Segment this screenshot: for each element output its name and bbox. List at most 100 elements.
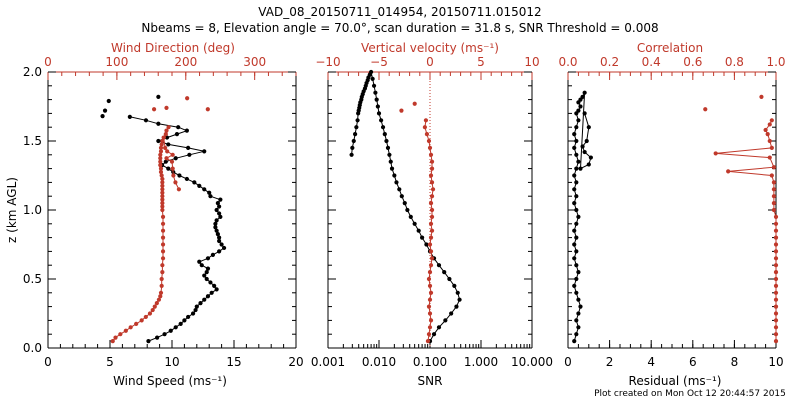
data-point: [198, 301, 203, 306]
data-point: [158, 166, 164, 171]
data-point: [156, 138, 161, 144]
y-tick-label: 1.5: [23, 134, 42, 148]
data-point: [139, 318, 144, 323]
data-point: [773, 249, 779, 254]
data-point: [427, 283, 433, 288]
data-point: [349, 152, 354, 157]
data-point: [767, 138, 772, 144]
data-point: [162, 332, 167, 337]
data-point: [164, 135, 170, 140]
data-point: [160, 190, 165, 195]
data-point: [384, 138, 389, 144]
data-point: [123, 328, 128, 333]
series-line: [129, 116, 225, 342]
data-point: [773, 235, 779, 240]
data-point: [582, 149, 587, 155]
data-point: [426, 138, 432, 144]
isolated-data-point: [100, 114, 105, 119]
data-point: [426, 304, 432, 309]
data-point: [574, 221, 579, 226]
data-point: [408, 214, 413, 219]
data-point: [773, 311, 779, 316]
data-point: [574, 194, 579, 199]
data-point: [146, 339, 151, 344]
bottom-tick-label: 8: [731, 355, 739, 369]
isolated-data-point: [205, 107, 210, 112]
data-point: [207, 190, 212, 195]
data-point: [202, 187, 207, 192]
bottom-tick-label: 4: [647, 355, 655, 369]
data-point: [197, 259, 202, 264]
data-point: [447, 276, 452, 282]
top-tick-label: −5: [370, 55, 388, 69]
data-point: [389, 166, 395, 171]
data-point: [192, 180, 197, 185]
data-point: [159, 142, 164, 147]
isolated-data-point: [759, 94, 764, 99]
data-point: [127, 114, 132, 119]
data-point: [213, 221, 218, 226]
data-point: [584, 138, 589, 144]
data-point: [773, 228, 779, 233]
data-point: [574, 125, 579, 130]
data-point: [168, 328, 173, 333]
data-point: [160, 242, 166, 247]
data-point: [354, 125, 359, 130]
data-point: [170, 152, 175, 157]
data-point: [423, 118, 429, 123]
data-point: [769, 145, 774, 150]
isolated-data-point: [106, 98, 111, 104]
data-point: [428, 201, 434, 206]
data-point: [572, 242, 577, 247]
data-point: [160, 138, 165, 144]
top-tick-label: 0: [426, 55, 434, 69]
data-point: [184, 128, 189, 133]
data-point: [214, 287, 219, 292]
data-point: [351, 138, 356, 144]
data-point: [428, 318, 434, 323]
bottom-tick-label: 15: [226, 355, 241, 369]
data-point: [160, 204, 165, 209]
top-tick-label: 1.0: [766, 55, 785, 69]
data-point: [457, 297, 462, 302]
top-tick-label: 300: [243, 55, 266, 69]
data-point: [214, 228, 219, 233]
data-point: [572, 173, 577, 178]
data-point: [765, 132, 770, 137]
data-point: [428, 263, 434, 268]
isolated-data-point: [102, 108, 108, 113]
data-point: [394, 180, 399, 185]
series-line: [112, 126, 180, 342]
data-point: [426, 276, 432, 282]
data-point: [576, 108, 581, 113]
data-point: [202, 149, 207, 154]
data-point: [726, 169, 731, 174]
data-point: [576, 118, 581, 123]
data-point: [205, 256, 211, 261]
data-point: [572, 283, 577, 288]
data-point: [113, 335, 118, 340]
data-point: [219, 242, 224, 247]
data-point: [416, 228, 421, 233]
data-point: [574, 166, 579, 171]
data-point: [163, 132, 168, 137]
data-point: [429, 207, 435, 213]
figure-title: VAD_08_20150711_014954, 20150711.015012: [258, 5, 541, 19]
data-point: [218, 214, 223, 219]
bottom-tick-label: 10: [164, 355, 179, 369]
isolated-data-point: [399, 108, 404, 113]
data-point: [443, 318, 448, 323]
data-point: [160, 235, 166, 240]
data-point: [572, 256, 577, 261]
panel3-top-label: Correlation: [637, 41, 703, 55]
data-point: [392, 173, 397, 178]
top-tick-label: 100: [105, 55, 128, 69]
data-point: [420, 235, 425, 240]
data-point: [397, 187, 402, 192]
panel1-top-label: Wind Direction (deg): [111, 41, 235, 55]
data-point: [158, 152, 163, 157]
data-point: [773, 214, 779, 219]
top-tick-label: 10: [524, 55, 539, 69]
series-line: [715, 120, 777, 342]
data-point: [427, 242, 433, 247]
